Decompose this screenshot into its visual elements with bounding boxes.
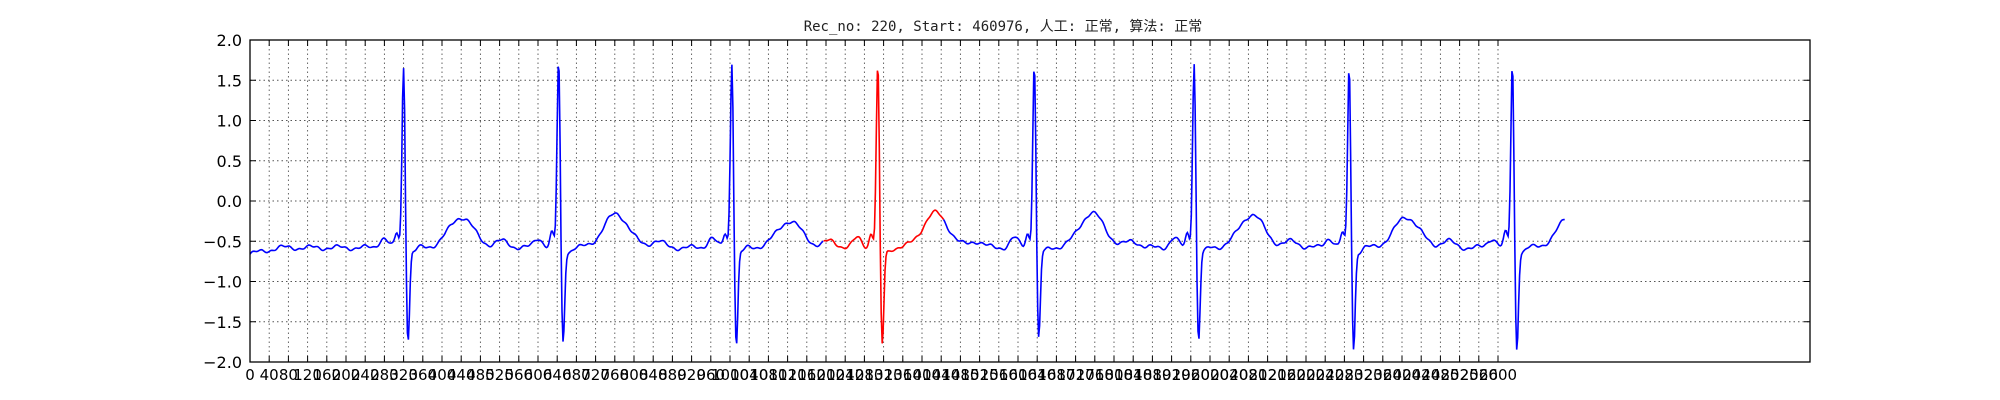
x-tick-label: 640: [543, 366, 572, 384]
x-tick-label: 1880: [1133, 366, 1171, 384]
grid-lines: [250, 40, 1810, 362]
x-tick-label: 360: [408, 366, 437, 384]
x-tick-label: 840: [639, 366, 668, 384]
x-axis: 0 40 8012016020024028032036040044048052056…: [245, 40, 1517, 384]
x-tick-label: 2240: [1306, 366, 1344, 384]
x-tick-label: 40: [260, 366, 279, 384]
x-tick-label: 1960: [1172, 366, 1210, 384]
x-tick-label: 1160: [788, 366, 826, 384]
x-tick-label: 1440: [922, 366, 960, 384]
x-tick-label: 2000: [1191, 366, 1229, 384]
x-tick-label: 880: [658, 366, 687, 384]
ecg-traces: [249, 64, 1565, 350]
x-tick-label: 760: [600, 366, 629, 384]
x-tick-label: 0: [245, 366, 255, 384]
x-tick-label: 1480: [941, 366, 979, 384]
x-tick-label: 1240: [826, 366, 864, 384]
x-tick-label: 1800: [1095, 366, 1133, 384]
x-tick-label: 1280: [845, 366, 883, 384]
y-tick-label: 2.0: [217, 31, 242, 50]
x-tick-label: 1640: [1018, 366, 1056, 384]
x-tick-label: 2440: [1402, 366, 1440, 384]
x-tick-label: 2600: [1479, 366, 1517, 384]
x-tick-label: 280: [370, 366, 399, 384]
x-tick-label: 1600: [999, 366, 1037, 384]
x-tick-label: 1120: [769, 366, 807, 384]
x-tick-label: 200: [332, 366, 361, 384]
y-tick-label: 1.5: [217, 71, 242, 90]
x-tick-label: 1720: [1057, 366, 1095, 384]
x-tick-label: 1200: [807, 366, 845, 384]
x-tick-label: 2080: [1229, 366, 1267, 384]
y-tick-label: −0.5: [203, 232, 242, 251]
ecg-trace-highlight: [823, 70, 945, 344]
x-tick-label: 2040: [1210, 366, 1248, 384]
x-tick-label: 1400: [903, 366, 941, 384]
x-tick-label: 560: [504, 366, 533, 384]
x-tick-label: 600: [524, 366, 553, 384]
x-tick-label: 800: [620, 366, 649, 384]
ecg-trace-normal: [942, 64, 1565, 350]
y-tick-label: −2.0: [203, 353, 242, 372]
x-tick-label: 2480: [1421, 366, 1459, 384]
x-tick-label: 2520: [1441, 366, 1479, 384]
x-tick-label: 2160: [1268, 366, 1306, 384]
x-tick-label: 920: [677, 366, 706, 384]
x-tick-label: 1360: [884, 366, 922, 384]
x-tick-label: 240: [351, 366, 380, 384]
x-tick-label: 2360: [1364, 366, 1402, 384]
x-tick-label: 960: [696, 366, 725, 384]
ecg-trace-normal: [249, 64, 824, 344]
y-tick-label: −1.0: [203, 273, 242, 292]
x-tick-label: 520: [485, 366, 514, 384]
x-tick-label: 1040: [730, 366, 768, 384]
chart-title: Rec_no: 220, Start: 460976, 人工: 正常, 算法: …: [804, 19, 1203, 35]
y-tick-label: −1.5: [203, 313, 242, 332]
x-tick-label: 1080: [749, 366, 787, 384]
x-tick-label: 480: [466, 366, 495, 384]
x-tick-label: 1920: [1153, 366, 1191, 384]
x-tick-label: 1840: [1114, 366, 1152, 384]
x-tick-label: 2280: [1325, 366, 1363, 384]
x-tick-label: 1560: [980, 366, 1018, 384]
y-tick-label: 1.0: [217, 112, 242, 131]
y-tick-label: 0.5: [217, 152, 242, 171]
x-tick-label: 720: [581, 366, 610, 384]
x-tick-label: 2320: [1345, 366, 1383, 384]
x-tick-label: 2200: [1287, 366, 1325, 384]
x-tick-label: 1320: [865, 366, 903, 384]
y-tick-label: 0.0: [217, 192, 242, 211]
x-tick-label: 2560: [1460, 366, 1498, 384]
x-tick-label: 160: [312, 366, 341, 384]
x-tick-label: 1520: [961, 366, 999, 384]
x-tick-label: 320: [389, 366, 418, 384]
x-tick-label: 1680: [1037, 366, 1075, 384]
x-tick-label: 1760: [1076, 366, 1114, 384]
x-tick-label: 80: [279, 366, 298, 384]
x-tick-label: 2120: [1249, 366, 1287, 384]
x-tick-label: 2400: [1383, 366, 1421, 384]
x-tick-label: 400: [428, 366, 457, 384]
y-axis: −2.0 −1.5 −1.0 −0.5 0.0 0.5 1.0 1.5 2.0: [203, 31, 1810, 372]
x-tick-label: 440: [447, 366, 476, 384]
x-tick-label: 120: [293, 366, 322, 384]
x-tick-label: 680: [562, 366, 591, 384]
x-tick-label: 1000: [711, 366, 749, 384]
